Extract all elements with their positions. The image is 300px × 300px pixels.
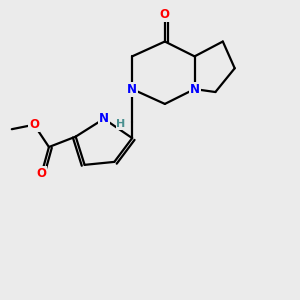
Text: H: H (116, 119, 126, 129)
Text: O: O (29, 118, 39, 131)
Text: O: O (37, 167, 46, 180)
Text: O: O (160, 8, 170, 21)
Text: N: N (190, 82, 200, 96)
Text: N: N (99, 112, 109, 125)
Text: N: N (127, 82, 137, 96)
